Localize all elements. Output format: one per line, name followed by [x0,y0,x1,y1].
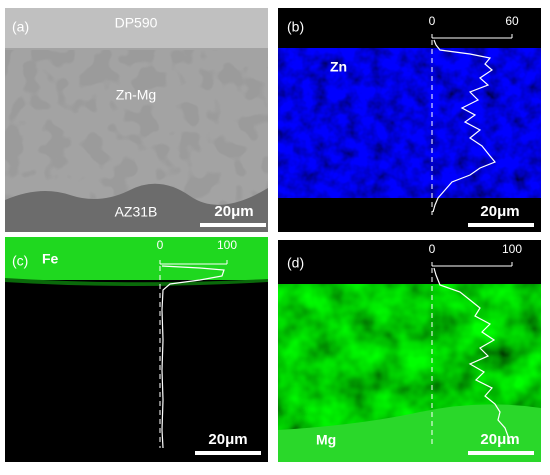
panel-c: (c) Fe 0 100 20μm [5,237,268,462]
region-label: AZ31B [115,204,158,220]
zn-mg-phase [5,50,268,205]
panel-label: (d) [287,255,304,271]
mg-profile [433,267,511,445]
fe-profile [161,265,225,449]
interface [5,278,268,286]
scale-bar-label: 20μm [214,203,253,220]
scale-bar [468,223,534,227]
tick-label: 100 [217,238,237,252]
panel-d: (d) Mg 0 100 20μm [278,240,541,462]
element-label: Zn [330,59,347,75]
panel-label: (b) [287,19,304,35]
region-label: DP590 [115,15,158,31]
panel-a: (a) DP590 Zn-Mg AZ31B 20μm [5,8,268,232]
tick-label: 0 [429,14,436,28]
scale-bar [195,451,261,455]
panel-label: (c) [12,253,28,269]
element-label: Mg [316,432,336,448]
tick-label: 100 [502,242,522,256]
scale-bar-label: 20μm [480,431,519,448]
az31b-layer [5,183,268,232]
mg-substrate [278,404,541,462]
tick-label: 0 [429,242,436,256]
scale-bar-label: 20μm [208,431,247,448]
element-label: Fe [42,251,59,267]
scale-bar-label: 20μm [480,203,519,220]
fe-map [5,237,268,280]
scale-bar [200,223,266,227]
zn-profile [432,39,496,213]
panel-label: (a) [12,19,29,35]
panel-b: (b) Zn 0 60 20μm [278,8,541,232]
zn-map [278,48,541,198]
tick-label: 60 [505,14,519,28]
dp590-layer [5,8,268,48]
tick-label: 0 [157,238,164,252]
region-label: Zn-Mg [116,87,156,103]
scale-bar [468,451,534,455]
